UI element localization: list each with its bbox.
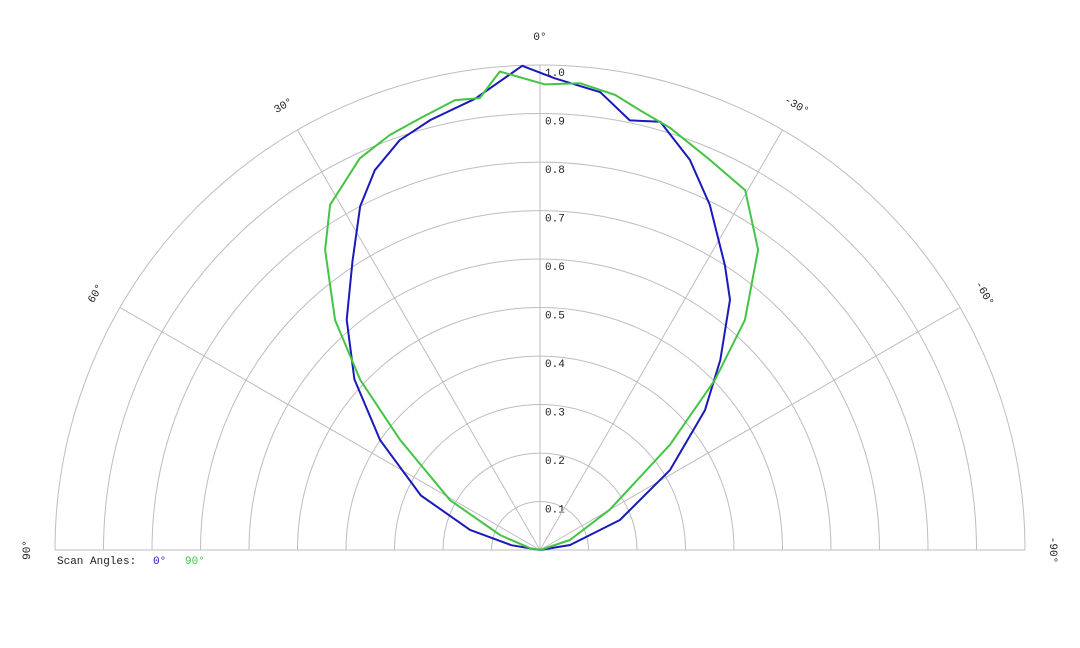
legend-entry: 90°	[185, 556, 205, 568]
series-line	[324, 70, 760, 551]
r-tick-label: 0.1	[545, 504, 565, 516]
legend-title: Scan Angles:	[57, 556, 136, 568]
grid-spoke	[119, 307, 541, 551]
r-tick-label: 0.9	[545, 116, 565, 128]
legend-entry: 0°	[153, 556, 166, 568]
theta-tick-label: 30°	[272, 96, 295, 116]
r-tick-label: 0.8	[545, 165, 565, 177]
theta-tick-label: 0°	[533, 32, 546, 44]
series-line	[345, 64, 731, 551]
r-tick-label: 0.2	[545, 456, 565, 468]
theta-tick-label: -60°	[972, 280, 996, 309]
r-tick-label: 0.7	[545, 213, 565, 225]
theta-tick-label: -30°	[782, 95, 811, 119]
theta-tick-label: 90°	[22, 540, 34, 560]
grid-spoke	[297, 129, 541, 551]
theta-tick-label: -90°	[1046, 537, 1058, 563]
r-tick-label: 0.3	[545, 407, 565, 419]
grid-spoke	[539, 129, 783, 551]
r-tick-label: 0.6	[545, 262, 565, 274]
r-tick-label: 0.4	[545, 359, 565, 371]
r-tick-label: 0.5	[545, 310, 565, 322]
theta-tick-label: 60°	[86, 282, 106, 305]
